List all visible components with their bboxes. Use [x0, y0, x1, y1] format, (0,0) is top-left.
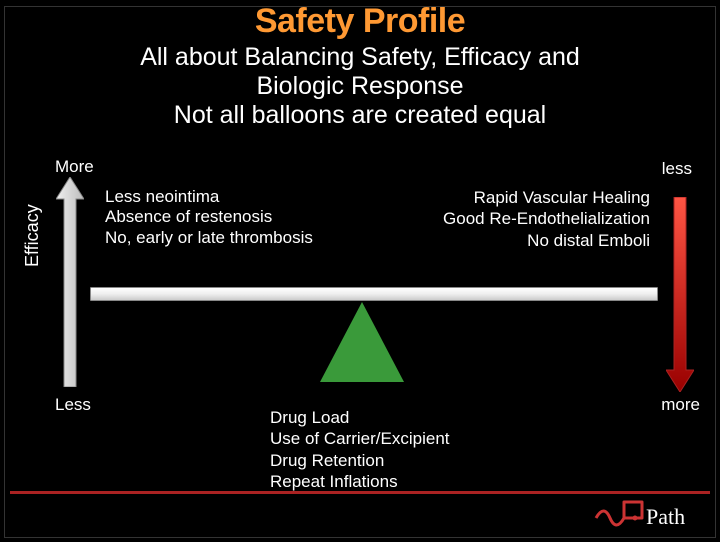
- safety-benefits-text: Rapid Vascular Healing Good Re-Endotheli…: [443, 187, 650, 251]
- footer-divider: [10, 491, 710, 494]
- factors-text: Drug Load Use of Carrier/Excipient Drug …: [270, 407, 450, 492]
- efficacy-line-1: Less neointima: [105, 187, 313, 207]
- label-less-bottom: Less: [55, 395, 91, 415]
- balance-bar: [90, 287, 658, 301]
- brand-logo-icon: Path: [594, 498, 704, 534]
- efficacy-line-3: No, early or late thrombosis: [105, 228, 313, 248]
- balance-diagram: More less Less more Efficacy Safety Less…: [10, 157, 710, 462]
- axis-label-efficacy: Efficacy: [22, 204, 43, 267]
- label-more-top: More: [55, 157, 94, 177]
- safety-line-3: No distal Emboli: [443, 230, 650, 251]
- safety-down-arrow-icon: [666, 197, 694, 392]
- label-less-top: less: [662, 159, 692, 179]
- factor-line-3: Drug Retention: [270, 450, 450, 471]
- safety-line-2: Good Re-Endothelialization: [443, 208, 650, 229]
- factor-line-1: Drug Load: [270, 407, 450, 428]
- efficacy-benefits-text: Less neointima Absence of restenosis No,…: [105, 187, 313, 248]
- efficacy-line-2: Absence of restenosis: [105, 207, 313, 227]
- factor-line-4: Repeat Inflations: [270, 471, 450, 492]
- logo-text: Path: [646, 504, 685, 529]
- safety-line-1: Rapid Vascular Healing: [443, 187, 650, 208]
- label-more-bottom: more: [661, 395, 700, 415]
- fulcrum-triangle-icon: [320, 302, 404, 382]
- factor-line-2: Use of Carrier/Excipient: [270, 428, 450, 449]
- efficacy-up-arrow-icon: [56, 177, 84, 387]
